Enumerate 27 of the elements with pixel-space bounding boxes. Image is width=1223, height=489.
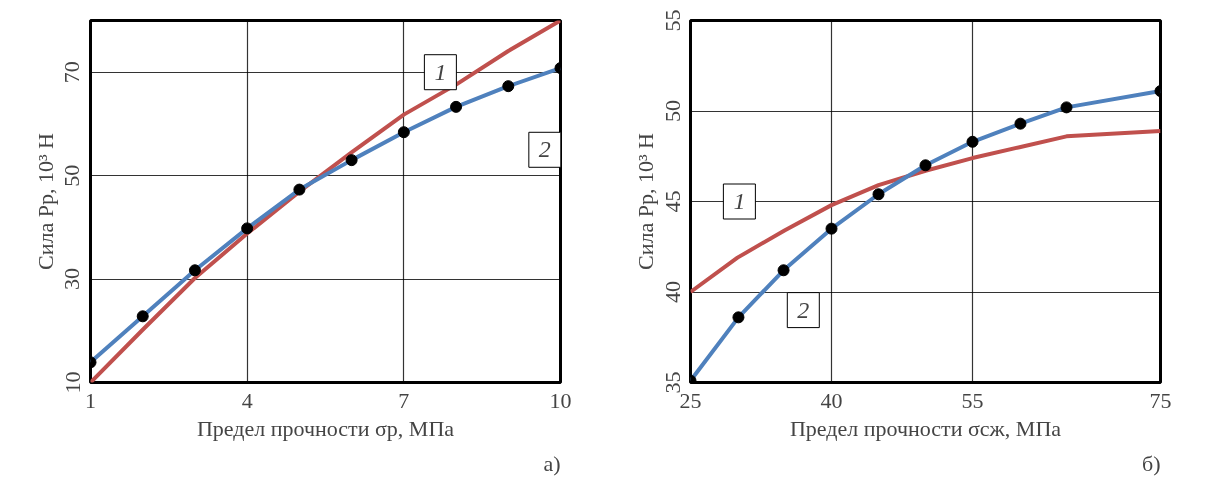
annotation: 2 (538, 136, 551, 163)
y-axis-title: Сила Pр, 10³ Н (32, 132, 58, 270)
text: б) (1141, 450, 1161, 476)
y-tick-label: 50 (59, 164, 85, 187)
y-tick-label: 50 (659, 100, 685, 122)
y-tick-label: 30 (59, 268, 85, 291)
text: а) (543, 450, 561, 476)
annotation: 2 (797, 296, 810, 323)
x-tick-label: 1 (85, 387, 96, 413)
y-tick-label: 45 (659, 190, 685, 213)
y-tick-label: 55 (659, 9, 685, 32)
x-tick-label: 75 (1149, 387, 1172, 413)
x-tick-label: 7 (398, 387, 410, 413)
y-axis-title: Сила Pр, 10³ Н (632, 132, 658, 270)
line-series (90, 20, 561, 383)
y-tick-label: 40 (659, 281, 685, 303)
x-axis-title: Предел прочности σр, МПа (196, 415, 455, 441)
x-axis-title: Предел прочности σсж, МПа (789, 415, 1062, 441)
x-tick-label: 4 (241, 387, 253, 413)
x-tick-label: 40 (820, 387, 843, 413)
y-tick-label: 10 (59, 371, 85, 394)
x-tick-label: 10 (549, 387, 572, 413)
y-tick-label: 70 (59, 61, 85, 84)
x-tick-label: 55 (961, 387, 984, 413)
annotation: 1 (434, 58, 447, 85)
line-series (690, 128, 1161, 294)
annotation: 1 (733, 188, 746, 214)
